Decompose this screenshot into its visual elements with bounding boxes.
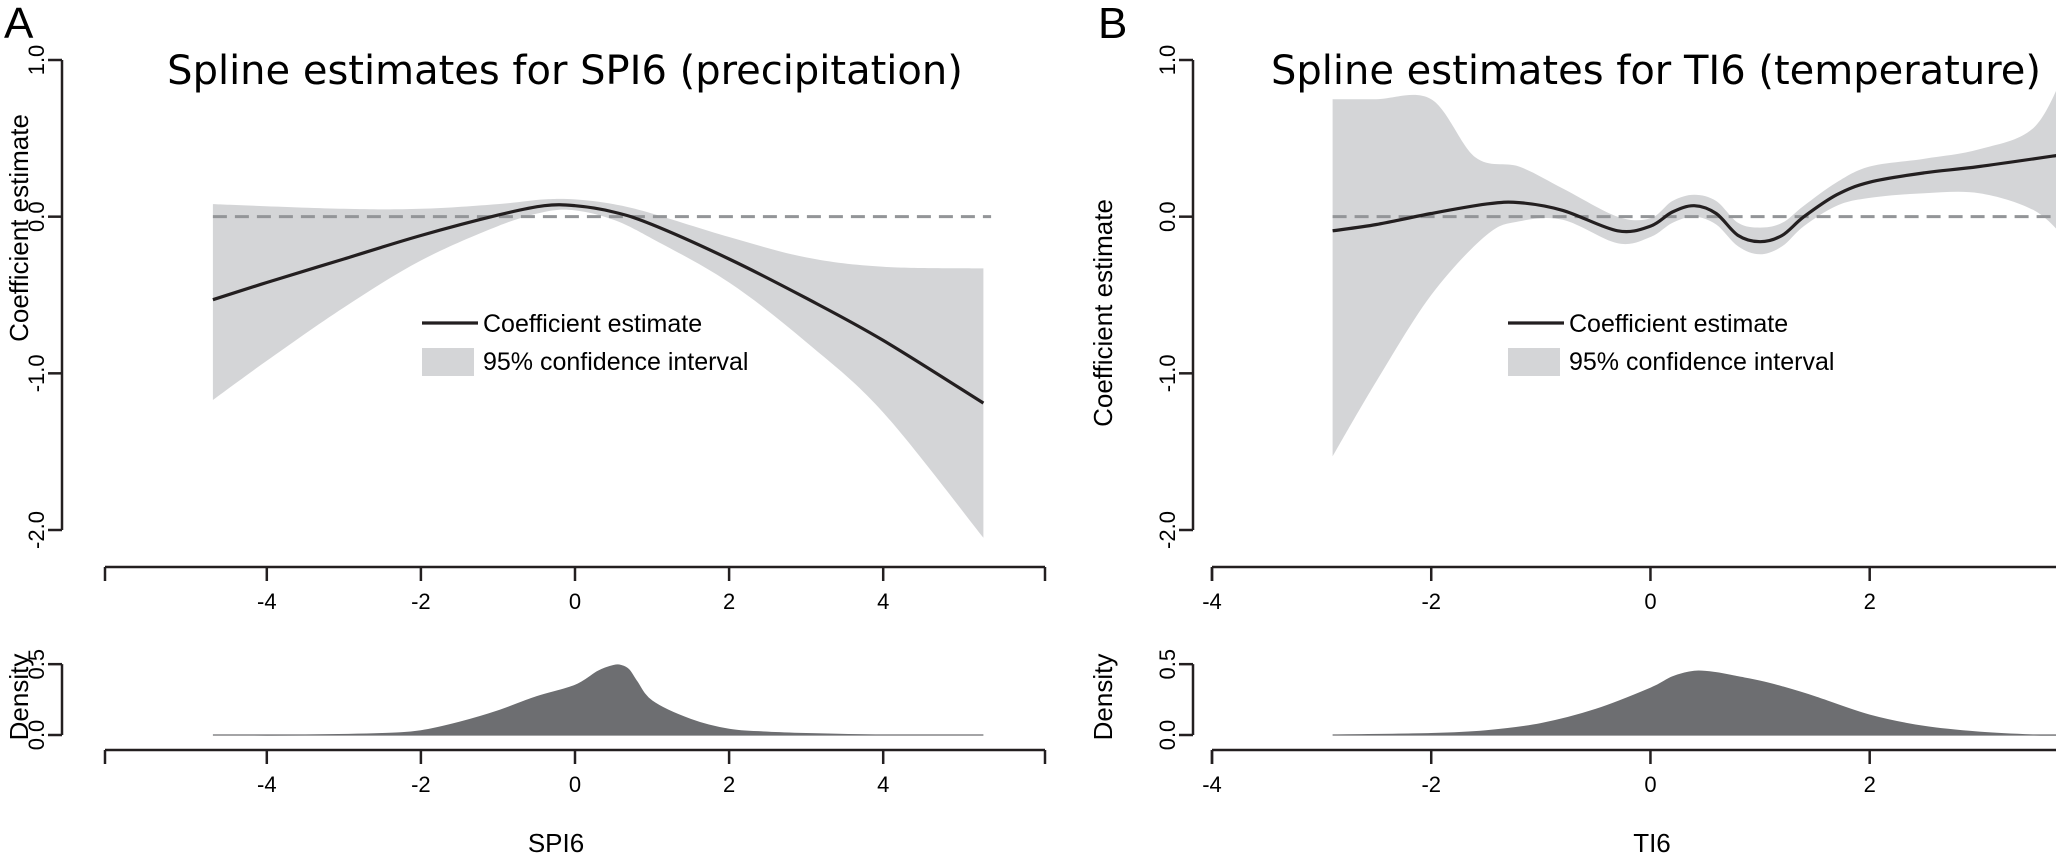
y-axis: 1.0 0.0 -1.0 -2.0 — [24, 45, 64, 549]
x-tick-label: 0 — [1644, 589, 1656, 614]
confidence-interval-band — [212, 198, 984, 538]
x-tick-label: -2 — [1421, 772, 1441, 797]
confidence-interval-band — [1332, 91, 2056, 457]
x-axis-label: SPI6 — [528, 828, 584, 858]
y-axis: 1.0 0.0 -1.0 -2.0 — [1155, 45, 1195, 549]
x-tick-label: 0 — [1644, 772, 1656, 797]
x-tick-label: 2 — [723, 589, 735, 614]
x-tick-label: -4 — [257, 772, 277, 797]
x-tick-label: 4 — [877, 589, 889, 614]
x-tick-label: 2 — [1864, 772, 1876, 797]
density-area — [1332, 670, 2056, 736]
y-tick-label: 0.0 — [1155, 201, 1180, 232]
y-axis: 0.5 0.0 — [24, 649, 64, 751]
legend-band-swatch — [422, 348, 474, 376]
x-axis: -4 -2 0 2 — [1202, 565, 2056, 614]
x-tick-label: -4 — [1202, 772, 1222, 797]
x-tick-label: 2 — [723, 772, 735, 797]
panel-a-density-plot: 0.5 0.0 -4 -2 0 2 4 Density SPI6 — [4, 649, 1047, 858]
y-tick-label: 0.5 — [24, 649, 49, 680]
legend-entry-estimate: Coefficient estimate — [483, 310, 702, 338]
x-axis: -4 -2 0 2 4 — [103, 565, 1047, 614]
legend-entry-estimate: Coefficient estimate — [1569, 310, 1788, 338]
x-tick-label: -2 — [411, 589, 431, 614]
x-tick-label: -4 — [257, 589, 277, 614]
y-tick-label: -1.0 — [24, 354, 49, 392]
panel-letter-b: B — [1098, 0, 1127, 48]
y-tick-label: 1.0 — [1155, 45, 1180, 76]
x-tick-label: 2 — [1864, 589, 1876, 614]
coefficient-estimate-line — [212, 203, 985, 405]
x-tick-label: 4 — [877, 772, 889, 797]
x-tick-label: 0 — [569, 772, 581, 797]
legend-entry-ci: 95% confidence interval — [1569, 348, 1834, 376]
panel-b-spline-plot: 1.0 0.0 -1.0 -2.0 -4 -2 0 2 Spline estimates f… — [1088, 45, 2056, 614]
y-axis-label: Density — [4, 654, 34, 741]
x-axis: -4 -2 0 2 4 — [103, 748, 1047, 797]
y-axis-label: Coefficient estimate — [1088, 199, 1118, 427]
y-axis-label: Density — [1088, 654, 1118, 741]
panel-letter-a: A — [4, 0, 34, 48]
x-tick-label: -2 — [411, 772, 431, 797]
chart-title: Spline estimates for SPI6 (precipitation… — [167, 48, 963, 94]
x-tick-label: -4 — [1202, 589, 1222, 614]
x-tick-label: 0 — [569, 589, 581, 614]
x-tick-label: -2 — [1421, 589, 1441, 614]
panel-b-density-plot: 0.5 0.0 -4 -2 0 2 Density TI6 — [1088, 649, 2056, 858]
y-tick-label: -1.0 — [1155, 354, 1180, 392]
x-axis: -4 -2 0 2 — [1202, 748, 2056, 797]
y-tick-label: -2.0 — [24, 511, 49, 549]
legend: Coefficient estimate 95% confidence inte… — [422, 310, 748, 376]
legend: Coefficient estimate 95% confidence inte… — [1508, 310, 1834, 376]
panel-a-spline-plot: 1.0 0.0 -1.0 -2.0 -4 -2 0 2 4 Spline estimates … — [4, 45, 1047, 614]
y-axis-label: Coefficient estimate — [4, 114, 34, 342]
chart-title: Spline estimates for TI6 (temperature) — [1271, 48, 2041, 94]
coefficient-estimate-line — [1332, 153, 2056, 244]
legend-entry-ci: 95% confidence interval — [483, 348, 748, 376]
legend-band-swatch — [1508, 348, 1560, 376]
y-tick-label: 0.0 — [24, 720, 49, 751]
x-axis-label: TI6 — [1633, 828, 1671, 858]
y-tick-label: 0.0 — [1155, 720, 1180, 751]
density-area — [212, 664, 984, 736]
y-tick-label: 0.5 — [1155, 649, 1180, 680]
y-tick-label: 1.0 — [24, 45, 49, 76]
y-tick-label: 0.0 — [24, 201, 49, 232]
y-axis: 0.5 0.0 — [1155, 649, 1195, 751]
y-tick-label: -2.0 — [1155, 511, 1180, 549]
